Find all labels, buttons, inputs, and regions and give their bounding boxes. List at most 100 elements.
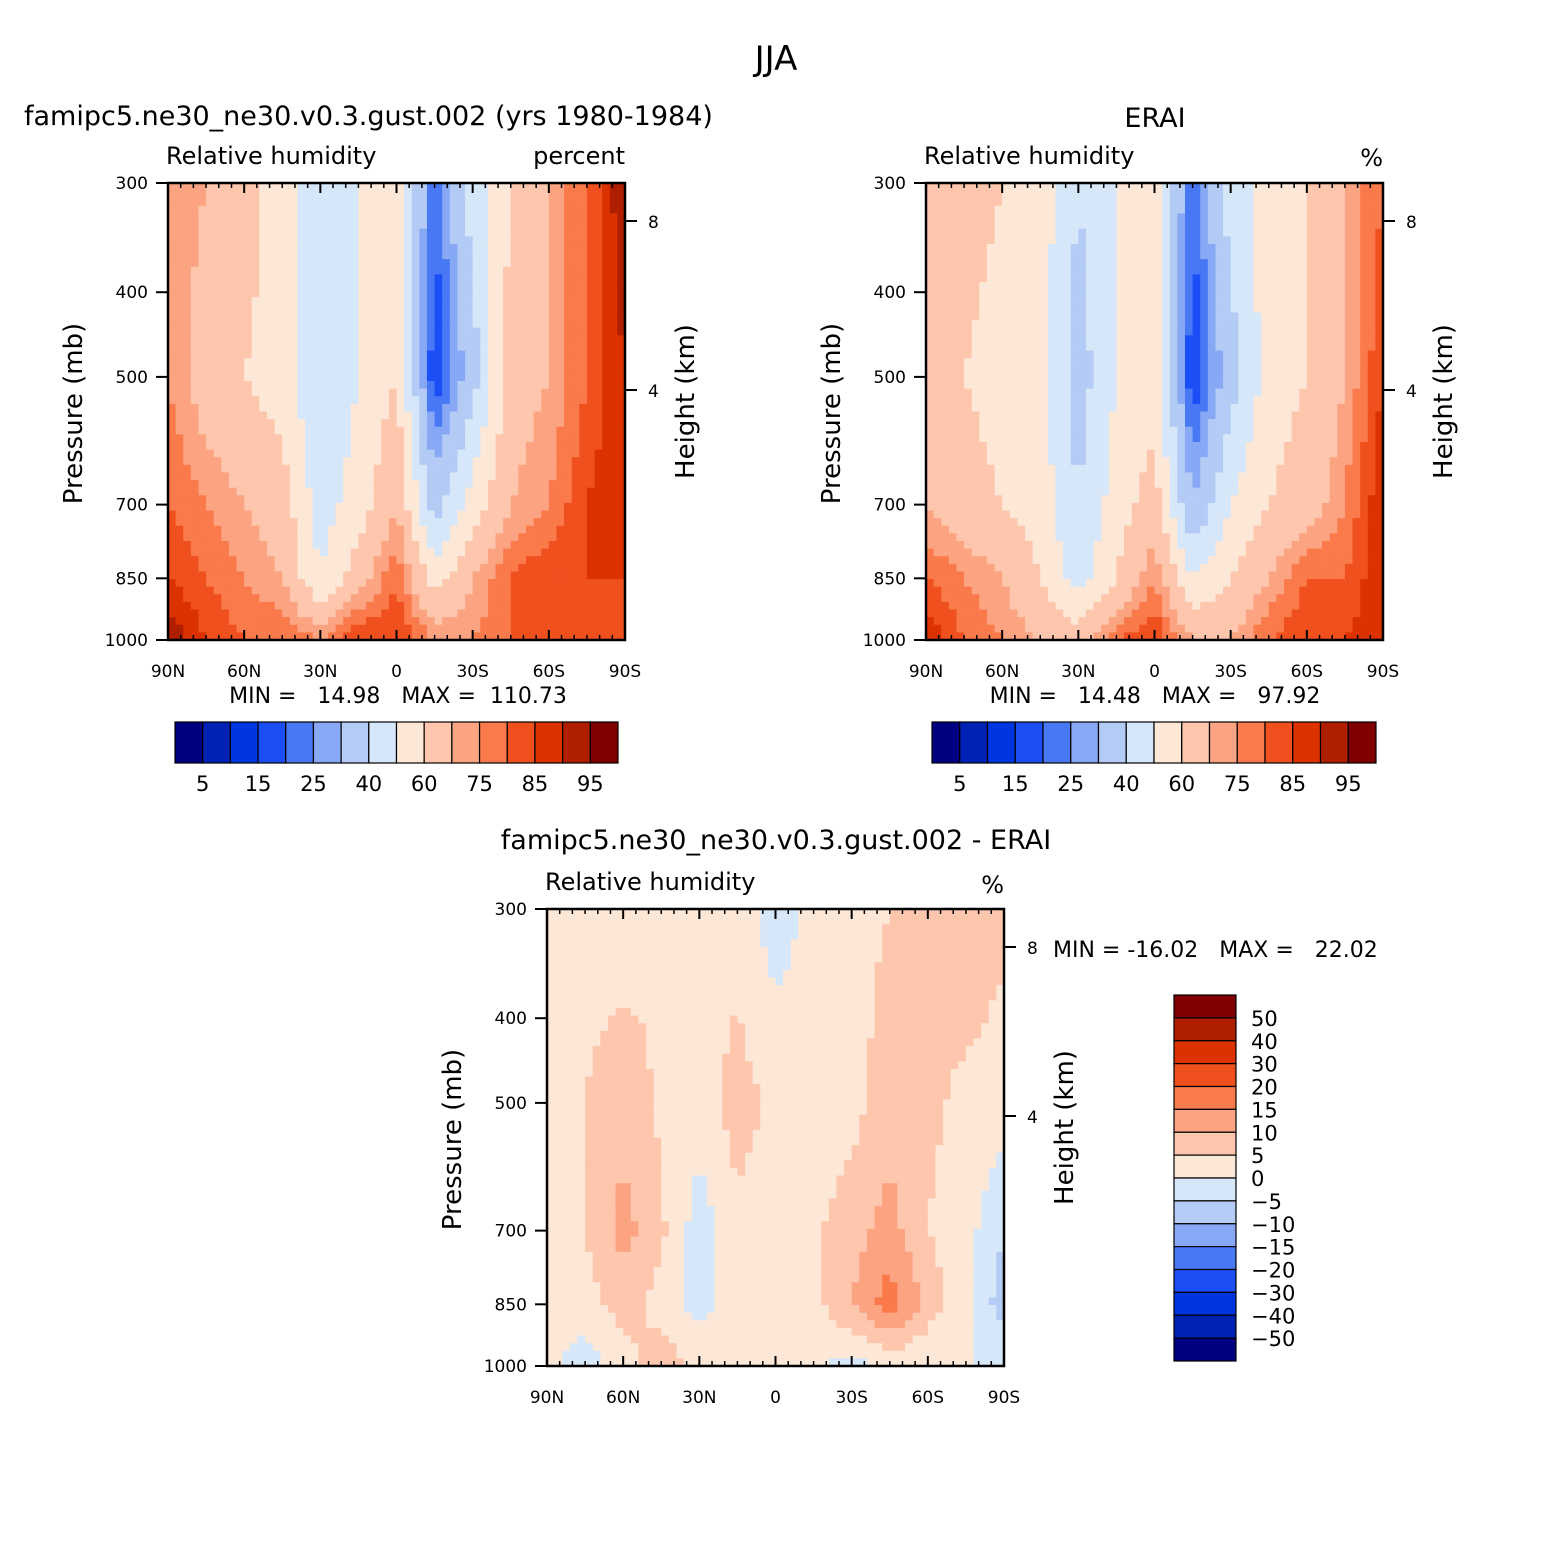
heatmap-cell <box>986 266 996 275</box>
heatmap-cell <box>297 419 306 428</box>
heatmap-cell <box>236 190 245 199</box>
heatmap-cell <box>556 411 565 420</box>
heatmap-cell <box>251 487 260 496</box>
heatmap-cell <box>1131 190 1140 199</box>
heatmap-cell <box>297 533 306 542</box>
heatmap-cell <box>426 259 436 268</box>
heatmap-cell <box>1322 251 1331 260</box>
heatmap-cell <box>259 556 268 565</box>
heatmap-cell <box>1329 221 1338 230</box>
heatmap-cell <box>434 251 443 260</box>
heatmap-cell <box>956 228 965 237</box>
heatmap-cell <box>964 274 973 283</box>
heatmap-cell <box>986 243 996 253</box>
heatmap-cell <box>579 320 588 329</box>
heatmap-cell <box>312 213 321 222</box>
heatmap-cell <box>213 624 222 633</box>
heatmap-cell <box>236 518 245 527</box>
heatmap-cell <box>343 396 352 405</box>
heatmap-cell <box>366 563 375 573</box>
heatmap-cell <box>1002 327 1011 336</box>
heatmap-cell <box>168 335 177 344</box>
heatmap-cell <box>419 266 428 275</box>
heatmap-cell <box>442 495 451 504</box>
heatmap-cell <box>274 342 283 352</box>
heatmap-cell <box>305 289 314 298</box>
heatmap-cell <box>267 540 276 550</box>
heatmap-cell <box>1314 221 1323 230</box>
heatmap-cell <box>533 266 542 275</box>
heatmap-cell <box>168 183 177 192</box>
heatmap-cell <box>1215 335 1224 344</box>
heatmap-cell <box>327 297 337 306</box>
heatmap-cell <box>251 419 260 428</box>
heatmap-cell <box>602 251 611 260</box>
heatmap-cell <box>1337 236 1346 245</box>
heatmap-cell <box>533 563 542 573</box>
heatmap-cell <box>426 251 436 260</box>
heatmap-cell <box>465 525 474 534</box>
heatmap-cell <box>297 472 306 481</box>
heatmap-cell <box>503 213 512 222</box>
heatmap-cell <box>480 563 489 573</box>
heatmap-cell <box>1306 297 1316 306</box>
heatmap-cell <box>1169 190 1178 199</box>
heatmap-cell <box>1040 251 1049 260</box>
heatmap-cell <box>1261 190 1270 199</box>
heatmap-cell <box>289 434 299 443</box>
heatmap-cell <box>251 548 260 557</box>
heatmap-cell <box>213 312 222 321</box>
heatmap-cell <box>1223 289 1232 298</box>
heatmap-cell <box>1337 274 1346 283</box>
heatmap-cell <box>1025 183 1034 192</box>
heatmap-cell <box>411 251 420 260</box>
heatmap-cell <box>259 419 268 428</box>
heatmap-cell <box>533 495 542 504</box>
heatmap-cell <box>327 419 337 428</box>
heatmap-cell <box>472 472 481 481</box>
heatmap-cell <box>1207 289 1217 298</box>
heatmap-cell <box>1040 205 1049 215</box>
heatmap-cell <box>168 190 177 199</box>
heatmap-cell <box>183 320 192 329</box>
heatmap-cell <box>221 411 230 420</box>
heatmap-cell <box>1291 236 1300 245</box>
heatmap-cell <box>571 205 580 215</box>
heatmap-cell <box>259 304 268 314</box>
heatmap-cell <box>579 282 588 291</box>
heatmap-cell <box>1283 243 1293 253</box>
heatmap-cell <box>1207 320 1217 329</box>
heatmap-cell <box>267 579 276 588</box>
heatmap-cell <box>1184 198 1194 207</box>
heatmap-cell <box>1238 205 1247 215</box>
heatmap-cell <box>495 495 504 504</box>
heatmap-cell <box>948 289 958 298</box>
heatmap-cell <box>480 540 489 550</box>
heatmap-cell <box>198 563 207 573</box>
heatmap-cell <box>251 388 260 397</box>
heatmap-cell <box>426 396 436 405</box>
heatmap-cell <box>487 243 497 253</box>
heatmap-cell <box>190 289 200 298</box>
heatmap-cell <box>518 434 527 443</box>
heatmap-cell <box>541 419 550 428</box>
heatmap-cell <box>267 502 276 512</box>
heatmap-cell <box>503 388 512 397</box>
heatmap-cell <box>1215 183 1224 192</box>
heatmap-cell <box>586 472 596 481</box>
heatmap-cell <box>1124 289 1133 298</box>
heatmap-cell <box>206 609 215 618</box>
heatmap-cell <box>320 205 329 215</box>
heatmap-cell <box>404 396 413 405</box>
heatmap-cell <box>586 510 596 519</box>
heatmap-cell <box>518 365 527 375</box>
heatmap-cell <box>465 297 474 306</box>
heatmap-cell <box>305 571 314 580</box>
heatmap-cell <box>426 624 436 633</box>
heatmap-cell <box>449 205 459 215</box>
heatmap-cell <box>366 487 375 496</box>
heatmap-cell <box>327 441 337 451</box>
heatmap-cell <box>602 601 611 611</box>
heatmap-cell <box>396 617 405 626</box>
heatmap-cell <box>465 221 474 230</box>
